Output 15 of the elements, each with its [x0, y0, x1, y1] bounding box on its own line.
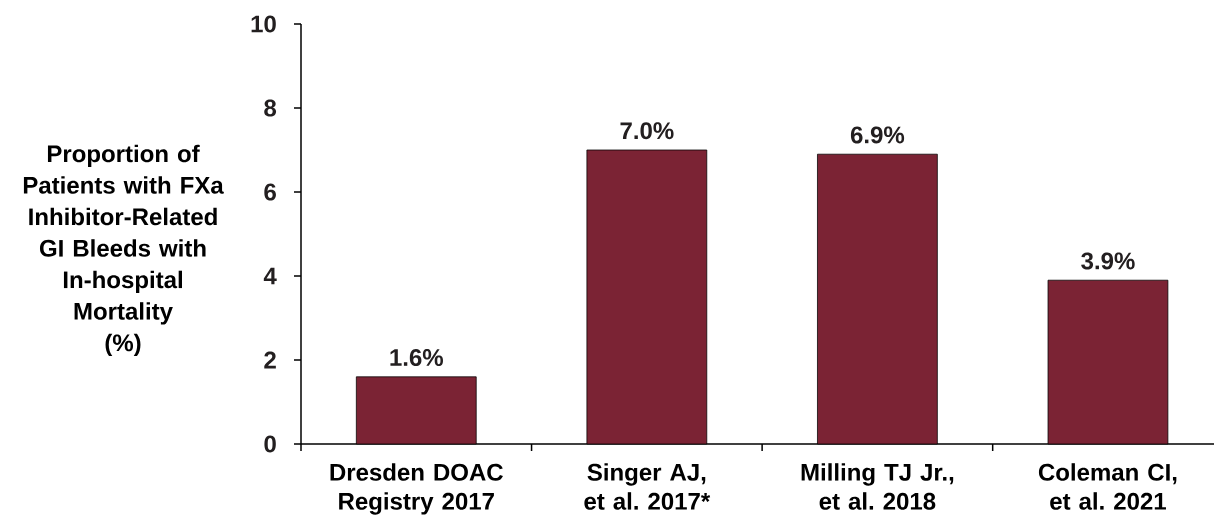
y-tick-label: 10 [251, 15, 276, 33]
x-tick-label: Coleman CI, et al. 2021 [1038, 463, 1177, 510]
x-tick-label: Milling TJ Jr., et al. 2018 [801, 463, 954, 510]
y-tick-label: 8 [264, 99, 277, 117]
y-tick-label: 4 [263, 267, 277, 285]
data-label: 3.9% [1081, 252, 1135, 270]
y-tick-label: 2 [264, 351, 276, 369]
y-tick-label: 0 [264, 435, 276, 453]
y-axis-title: Proportion of Patients with FXa Inhibitor-Related GI Bleeds with In-hospital Mortality (%) [23, 144, 224, 357]
x-tick-label: Dresden DOAC Registry 2017 [330, 463, 503, 515]
data-label: 1.6% [390, 349, 443, 367]
x-tick-label: Singer AJ, et al. 2017* [584, 463, 711, 510]
data-label: 6.9% [850, 126, 905, 144]
y-tick-label: 6 [264, 183, 276, 201]
data-label: 7.0% [620, 122, 674, 140]
